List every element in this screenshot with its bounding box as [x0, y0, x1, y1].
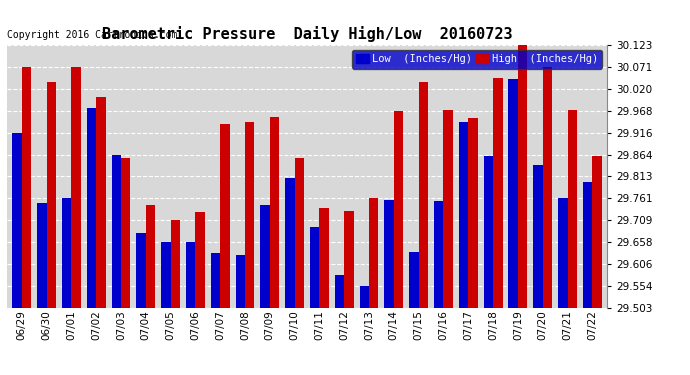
- Bar: [161, 242, 170, 308]
- Bar: [369, 198, 379, 308]
- Bar: [295, 158, 304, 308]
- Bar: [146, 205, 155, 308]
- Bar: [509, 79, 518, 308]
- Bar: [285, 177, 295, 308]
- Bar: [444, 110, 453, 308]
- Bar: [211, 253, 220, 308]
- Bar: [583, 182, 592, 308]
- Bar: [434, 201, 444, 308]
- Bar: [112, 155, 121, 308]
- Bar: [592, 156, 602, 308]
- Bar: [235, 255, 245, 308]
- Bar: [493, 78, 502, 308]
- Bar: [384, 200, 394, 308]
- Bar: [37, 203, 47, 308]
- Bar: [459, 122, 469, 308]
- Bar: [567, 110, 577, 308]
- Bar: [409, 252, 419, 308]
- Bar: [245, 123, 255, 308]
- Bar: [558, 198, 567, 308]
- Bar: [469, 118, 477, 308]
- Bar: [518, 43, 527, 308]
- Bar: [47, 82, 56, 308]
- Bar: [335, 275, 344, 308]
- Bar: [543, 67, 552, 308]
- Bar: [62, 198, 71, 308]
- Bar: [22, 67, 31, 308]
- Bar: [359, 286, 369, 308]
- Bar: [260, 205, 270, 308]
- Bar: [96, 97, 106, 308]
- Bar: [170, 220, 180, 308]
- Bar: [195, 212, 205, 308]
- Bar: [270, 117, 279, 308]
- Bar: [319, 208, 329, 308]
- Bar: [12, 133, 22, 308]
- Legend: Low  (Inches/Hg), High  (Inches/Hg): Low (Inches/Hg), High (Inches/Hg): [352, 50, 602, 69]
- Bar: [419, 82, 428, 308]
- Bar: [310, 227, 319, 308]
- Text: Copyright 2016 Cartronics.com: Copyright 2016 Cartronics.com: [7, 30, 177, 40]
- Bar: [137, 232, 146, 308]
- Bar: [533, 165, 543, 308]
- Bar: [186, 242, 195, 308]
- Bar: [484, 156, 493, 308]
- Bar: [344, 211, 354, 308]
- Bar: [71, 67, 81, 308]
- Bar: [220, 124, 230, 308]
- Bar: [394, 111, 403, 308]
- Bar: [121, 158, 130, 308]
- Bar: [87, 108, 96, 307]
- Title: Barometric Pressure  Daily High/Low  20160723: Barometric Pressure Daily High/Low 20160…: [101, 27, 513, 42]
